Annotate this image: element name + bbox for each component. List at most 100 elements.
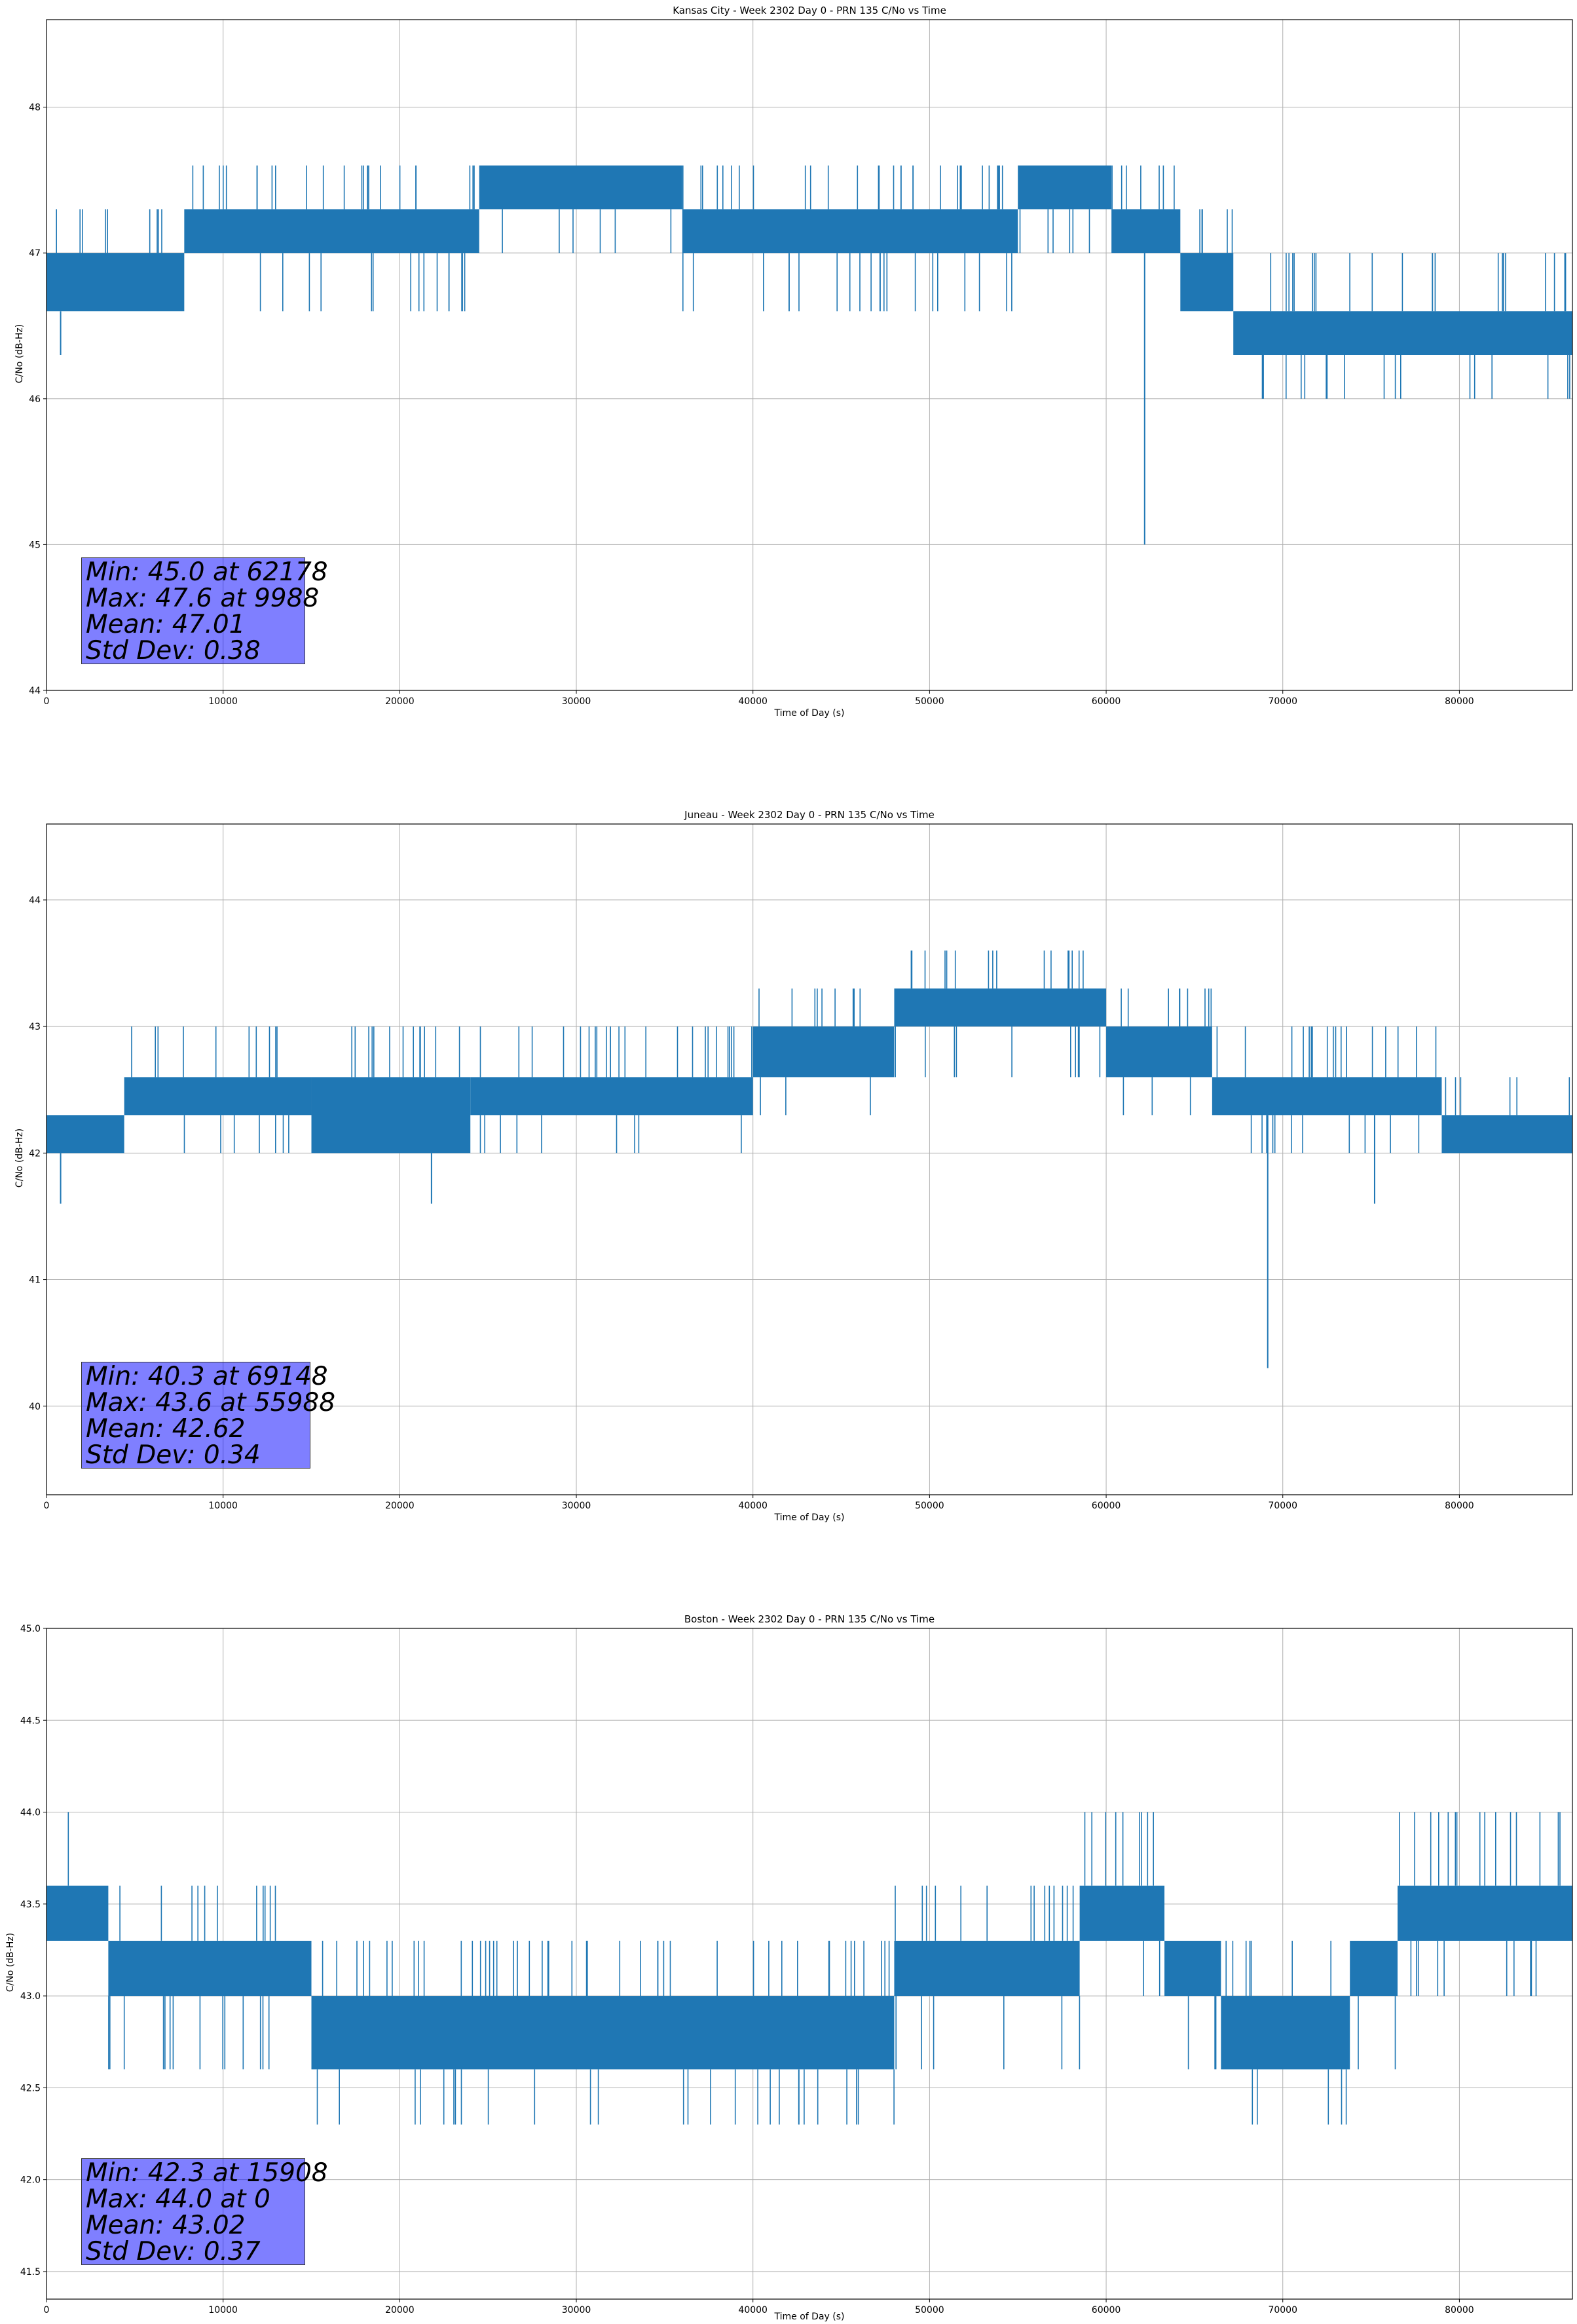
x-tick-label: 20000 [385, 696, 415, 707]
y-tick-label: 44.0 [20, 1808, 41, 1818]
stats-mean: Mean: 42.62 [86, 1414, 246, 1444]
signal-band [682, 209, 1018, 253]
x-tick-label: 60000 [1092, 2305, 1121, 2315]
x-tick-label: 40000 [738, 1501, 768, 1511]
stats-box: Min: 40.3 at 69148 Max: 43.6 at 55988 Me… [81, 1362, 336, 1469]
signal-spikes [758, 988, 871, 1115]
x-tick-label: 80000 [1445, 1501, 1474, 1511]
y-axis-label: C/No (dB-Hz) [5, 1933, 16, 1992]
signal-band [124, 1077, 312, 1115]
x-axis-label: Time of Day (s) [774, 708, 845, 719]
signal-band [752, 1026, 895, 1078]
signal-band [1212, 1077, 1442, 1115]
signal-spikes [192, 165, 475, 312]
signal-band [479, 165, 682, 210]
chart-title: Kansas City - Week 2302 Day 0 - PRN 135 … [673, 5, 946, 16]
y-tick-label: 42.0 [20, 2175, 41, 2186]
y-tick-label: 47 [29, 248, 41, 259]
chart-panel-juneau: Juneau - Week 2302 Day 0 - PRN 135 C/No … [0, 804, 1577, 1531]
chart-title: Boston - Week 2302 Day 0 - PRN 135 C/No … [684, 1613, 935, 1625]
signal-spikes [1216, 1026, 1437, 1153]
signal-band [1233, 311, 1572, 355]
x-tick-label: 40000 [738, 2305, 768, 2315]
signal-spikes [1358, 1996, 1396, 2070]
y-tick-label: 48 [29, 103, 41, 113]
y-tick-label: 44.5 [20, 1715, 41, 1726]
x-tick-label: 0 [44, 696, 50, 707]
signal-band [311, 1077, 471, 1153]
signal-spikes [1399, 1812, 1561, 1996]
x-tick-label: 20000 [385, 2305, 415, 2315]
signal-spikes [895, 950, 1101, 1078]
signal-band [184, 209, 479, 253]
signal-band [1180, 253, 1234, 312]
stats-max: Max: 43.6 at 55988 [86, 1388, 336, 1417]
x-tick-label: 50000 [915, 696, 944, 707]
signal-band [1164, 1940, 1221, 1996]
y-tick-label: 41 [29, 1275, 41, 1286]
plot-frame [46, 19, 1573, 691]
signal-spikes [108, 1885, 276, 2070]
signal-spikes [1084, 1812, 1160, 1996]
signal-spikes [1121, 988, 1212, 1115]
signal-spikes [1019, 209, 1090, 253]
y-tick-label: 43.0 [20, 1991, 41, 2002]
signal-spikes [1445, 1077, 1570, 1115]
y-tick-label: 41.5 [20, 2267, 41, 2277]
x-axis-label: Time of Day (s) [774, 2312, 845, 2322]
signal-band [108, 1940, 312, 1996]
signal-spikes [682, 165, 1012, 312]
x-tick-label: 10000 [208, 696, 238, 707]
x-tick-label: 70000 [1268, 1501, 1297, 1511]
stats-min: Min: 40.3 at 69148 [86, 1362, 328, 1391]
signal-spikes [131, 1026, 289, 1153]
x-tick-label: 10000 [208, 2305, 238, 2315]
signal-spikes [56, 209, 162, 253]
signal-band [1106, 1026, 1212, 1078]
x-tick-label: 30000 [562, 1501, 591, 1511]
signal-band [46, 253, 185, 312]
chart-title: Juneau - Week 2302 Day 0 - PRN 135 C/No … [684, 809, 935, 821]
signal-band [1111, 209, 1181, 253]
y-tick-label: 43 [29, 1022, 41, 1032]
signal-spikes [1187, 1996, 1217, 2070]
signal-spikes [895, 1885, 1081, 2070]
x-tick-label: 60000 [1092, 1501, 1121, 1511]
stats-box: Min: 42.3 at 15908 Max: 44.0 at 0 Mean: … [81, 2158, 328, 2265]
x-axis-label: Time of Day (s) [774, 1512, 845, 1523]
x-tick-label: 50000 [915, 2305, 944, 2315]
x-tick-label: 80000 [1445, 696, 1474, 707]
chart-svg: Juneau - Week 2302 Day 0 - PRN 135 C/No … [14, 809, 1573, 1523]
chart-svg: Boston - Week 2302 Day 0 - PRN 135 C/No … [5, 1613, 1573, 2322]
stats-min: Min: 42.3 at 15908 [86, 2158, 328, 2188]
x-tick-label: 50000 [915, 1501, 944, 1511]
signal-spikes [316, 1940, 895, 2125]
signal-spikes [1261, 253, 1570, 399]
signal-spikes [1225, 1940, 1347, 2125]
stats-mean: Mean: 47.01 [86, 610, 246, 639]
x-tick-label: 70000 [1268, 696, 1297, 707]
y-axis-label: C/No (dB-Hz) [14, 1129, 25, 1188]
x-tick-label: 0 [44, 1501, 50, 1511]
y-tick-label: 40 [29, 1402, 41, 1412]
y-tick-label: 43.5 [20, 1900, 41, 1910]
signal-band [894, 1940, 1080, 1996]
y-tick-label: 42.5 [20, 2083, 41, 2093]
stats-min: Min: 45.0 at 62178 [86, 557, 328, 587]
y-tick-label: 46 [29, 394, 41, 405]
signal-spikes [1111, 165, 1175, 210]
y-tick-label: 44 [29, 686, 41, 696]
plot-frame [46, 823, 1573, 1495]
signal-band [1350, 1940, 1398, 1996]
signal-spikes [351, 1026, 460, 1078]
y-tick-label: 45.0 [20, 1624, 41, 1634]
stats-max: Max: 47.6 at 9988 [86, 584, 320, 613]
x-tick-label: 0 [44, 2305, 50, 2315]
signal-band [470, 1077, 753, 1115]
x-tick-label: 20000 [385, 1501, 415, 1511]
stats-std-dev: Std Dev: 0.38 [86, 636, 261, 665]
signal-band [311, 1996, 895, 2070]
signal-band [894, 988, 1107, 1027]
y-tick-label: 44 [29, 895, 41, 906]
chart-panel-boston: Boston - Week 2302 Day 0 - PRN 135 C/No … [0, 1609, 1577, 2324]
